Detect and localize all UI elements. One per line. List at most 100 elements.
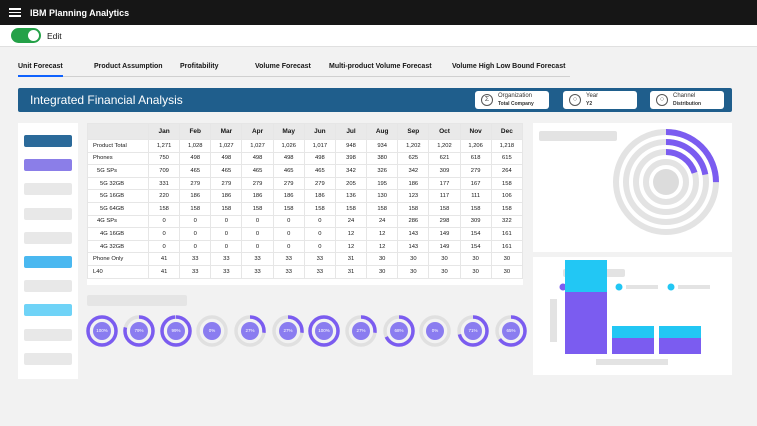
table-cell[interactable]: 342 bbox=[397, 164, 430, 178]
table-cell[interactable]: 0 bbox=[147, 214, 181, 229]
edit-toggle[interactable] bbox=[11, 28, 41, 43]
dimension-channel[interactable]: ○ Channel Distribution bbox=[650, 91, 724, 109]
table-cell[interactable]: 0 bbox=[179, 239, 212, 254]
table-cell[interactable]: 33 bbox=[241, 252, 274, 266]
tab-product-assumption[interactable]: Product Assumption bbox=[94, 63, 163, 70]
table-cell[interactable]: 0 bbox=[303, 227, 336, 241]
table-cell[interactable]: 934 bbox=[366, 139, 399, 153]
table-cell[interactable]: 615 bbox=[490, 151, 524, 166]
progress-gauge[interactable]: 79% bbox=[122, 314, 156, 348]
table-cell[interactable]: 30 bbox=[397, 264, 430, 279]
dimension-year[interactable]: ○ Year Y2 bbox=[563, 91, 637, 109]
sidebar-item[interactable] bbox=[24, 159, 72, 172]
table-cell[interactable]: 1,202 bbox=[397, 139, 430, 153]
table-cell[interactable]: 1,202 bbox=[428, 139, 461, 153]
table-cell[interactable]: 30 bbox=[459, 252, 492, 266]
sidebar-item[interactable] bbox=[24, 183, 72, 196]
table-cell[interactable]: 326 bbox=[366, 164, 399, 178]
sidebar-item[interactable] bbox=[24, 352, 72, 365]
table-cell[interactable]: 158 bbox=[459, 201, 492, 216]
sidebar-item[interactable] bbox=[24, 135, 72, 147]
progress-gauge[interactable]: 100% bbox=[307, 314, 341, 348]
table-cell[interactable]: 33 bbox=[179, 264, 212, 279]
table-cell[interactable]: 709 bbox=[147, 164, 181, 178]
table-cell[interactable]: 41 bbox=[147, 252, 181, 266]
table-cell[interactable]: 12 bbox=[366, 239, 399, 254]
table-cell[interactable]: 158 bbox=[179, 201, 212, 216]
table-cell[interactable]: 123 bbox=[397, 189, 430, 203]
progress-gauge[interactable]: 0% bbox=[418, 314, 452, 348]
table-cell[interactable]: 279 bbox=[179, 176, 212, 191]
table-cell[interactable]: 0 bbox=[179, 227, 212, 241]
table-cell[interactable]: 33 bbox=[210, 252, 243, 266]
table-cell[interactable]: 1,027 bbox=[210, 139, 243, 153]
table-cell[interactable]: 0 bbox=[147, 239, 181, 254]
table-cell[interactable]: 158 bbox=[272, 201, 305, 216]
table-cell[interactable]: 186 bbox=[179, 189, 212, 203]
table-cell[interactable]: 136 bbox=[334, 189, 368, 203]
table-cell[interactable]: 111 bbox=[459, 189, 492, 203]
table-cell[interactable]: 1,218 bbox=[490, 139, 524, 153]
table-cell[interactable]: 625 bbox=[397, 151, 430, 166]
table-cell[interactable]: 33 bbox=[179, 252, 212, 266]
table-cell[interactable]: 309 bbox=[459, 214, 492, 229]
tab-multi-product-volume-forecast[interactable]: Multi-product Volume Forecast bbox=[329, 63, 432, 70]
table-cell[interactable]: 220 bbox=[147, 189, 181, 203]
table-cell[interactable]: 0 bbox=[179, 214, 212, 229]
table-cell[interactable]: 0 bbox=[241, 214, 274, 229]
sidebar-item[interactable] bbox=[24, 280, 72, 293]
table-cell[interactable]: 380 bbox=[366, 151, 399, 166]
table-cell[interactable]: 279 bbox=[459, 164, 492, 178]
table-cell[interactable]: 186 bbox=[397, 176, 430, 191]
progress-gauge[interactable]: 27% bbox=[271, 314, 305, 348]
table-cell[interactable]: 948 bbox=[334, 139, 368, 153]
table-cell[interactable]: 0 bbox=[272, 227, 305, 241]
dimension-organization[interactable]: Σ Organization Total Company bbox=[475, 91, 549, 109]
table-cell[interactable]: 1,271 bbox=[147, 139, 181, 153]
table-cell[interactable]: 12 bbox=[334, 227, 368, 241]
table-cell[interactable]: 0 bbox=[272, 239, 305, 254]
table-cell[interactable]: 750 bbox=[147, 151, 181, 166]
table-cell[interactable]: 298 bbox=[428, 214, 461, 229]
table-cell[interactable]: 331 bbox=[147, 176, 181, 191]
table-cell[interactable]: 1,027 bbox=[241, 139, 274, 153]
table-cell[interactable]: 0 bbox=[210, 214, 243, 229]
sidebar-item[interactable] bbox=[24, 328, 72, 341]
table-cell[interactable]: 398 bbox=[334, 151, 368, 166]
sidebar-item[interactable] bbox=[24, 231, 72, 244]
table-cell[interactable]: 0 bbox=[303, 239, 336, 254]
table-cell[interactable]: 177 bbox=[428, 176, 461, 191]
table-cell[interactable]: 1,026 bbox=[272, 139, 305, 153]
table-cell[interactable]: 0 bbox=[210, 227, 243, 241]
table-cell[interactable]: 31 bbox=[334, 264, 368, 279]
table-cell[interactable]: 0 bbox=[272, 214, 305, 229]
table-cell[interactable]: 465 bbox=[241, 164, 274, 178]
table-cell[interactable]: 12 bbox=[334, 239, 368, 254]
table-cell[interactable]: 33 bbox=[303, 264, 336, 279]
progress-gauge[interactable]: 27% bbox=[344, 314, 378, 348]
progress-gauge[interactable]: 0% bbox=[195, 314, 229, 348]
table-cell[interactable]: 149 bbox=[428, 227, 461, 241]
table-cell[interactable]: 621 bbox=[428, 151, 461, 166]
table-cell[interactable]: 33 bbox=[241, 264, 274, 279]
table-cell[interactable]: 465 bbox=[272, 164, 305, 178]
sidebar-item[interactable] bbox=[24, 256, 72, 268]
table-cell[interactable]: 498 bbox=[241, 151, 274, 166]
table-cell[interactable]: 498 bbox=[272, 151, 305, 166]
table-cell[interactable]: 465 bbox=[179, 164, 212, 178]
menu-icon[interactable] bbox=[9, 8, 21, 17]
table-cell[interactable]: 618 bbox=[459, 151, 492, 166]
table-cell[interactable]: 130 bbox=[366, 189, 399, 203]
table-cell[interactable]: 286 bbox=[397, 214, 430, 229]
table-cell[interactable]: 0 bbox=[303, 214, 336, 229]
progress-gauge[interactable]: 99% bbox=[159, 314, 193, 348]
table-cell[interactable]: 143 bbox=[397, 239, 430, 254]
progress-gauge[interactable]: 65% bbox=[494, 314, 528, 348]
table-cell[interactable]: 264 bbox=[490, 164, 524, 178]
table-cell[interactable]: 167 bbox=[459, 176, 492, 191]
table-cell[interactable]: 158 bbox=[147, 201, 181, 216]
table-cell[interactable]: 279 bbox=[272, 176, 305, 191]
table-cell[interactable]: 158 bbox=[490, 176, 524, 191]
table-cell[interactable]: 465 bbox=[303, 164, 336, 178]
table-cell[interactable]: 158 bbox=[428, 201, 461, 216]
